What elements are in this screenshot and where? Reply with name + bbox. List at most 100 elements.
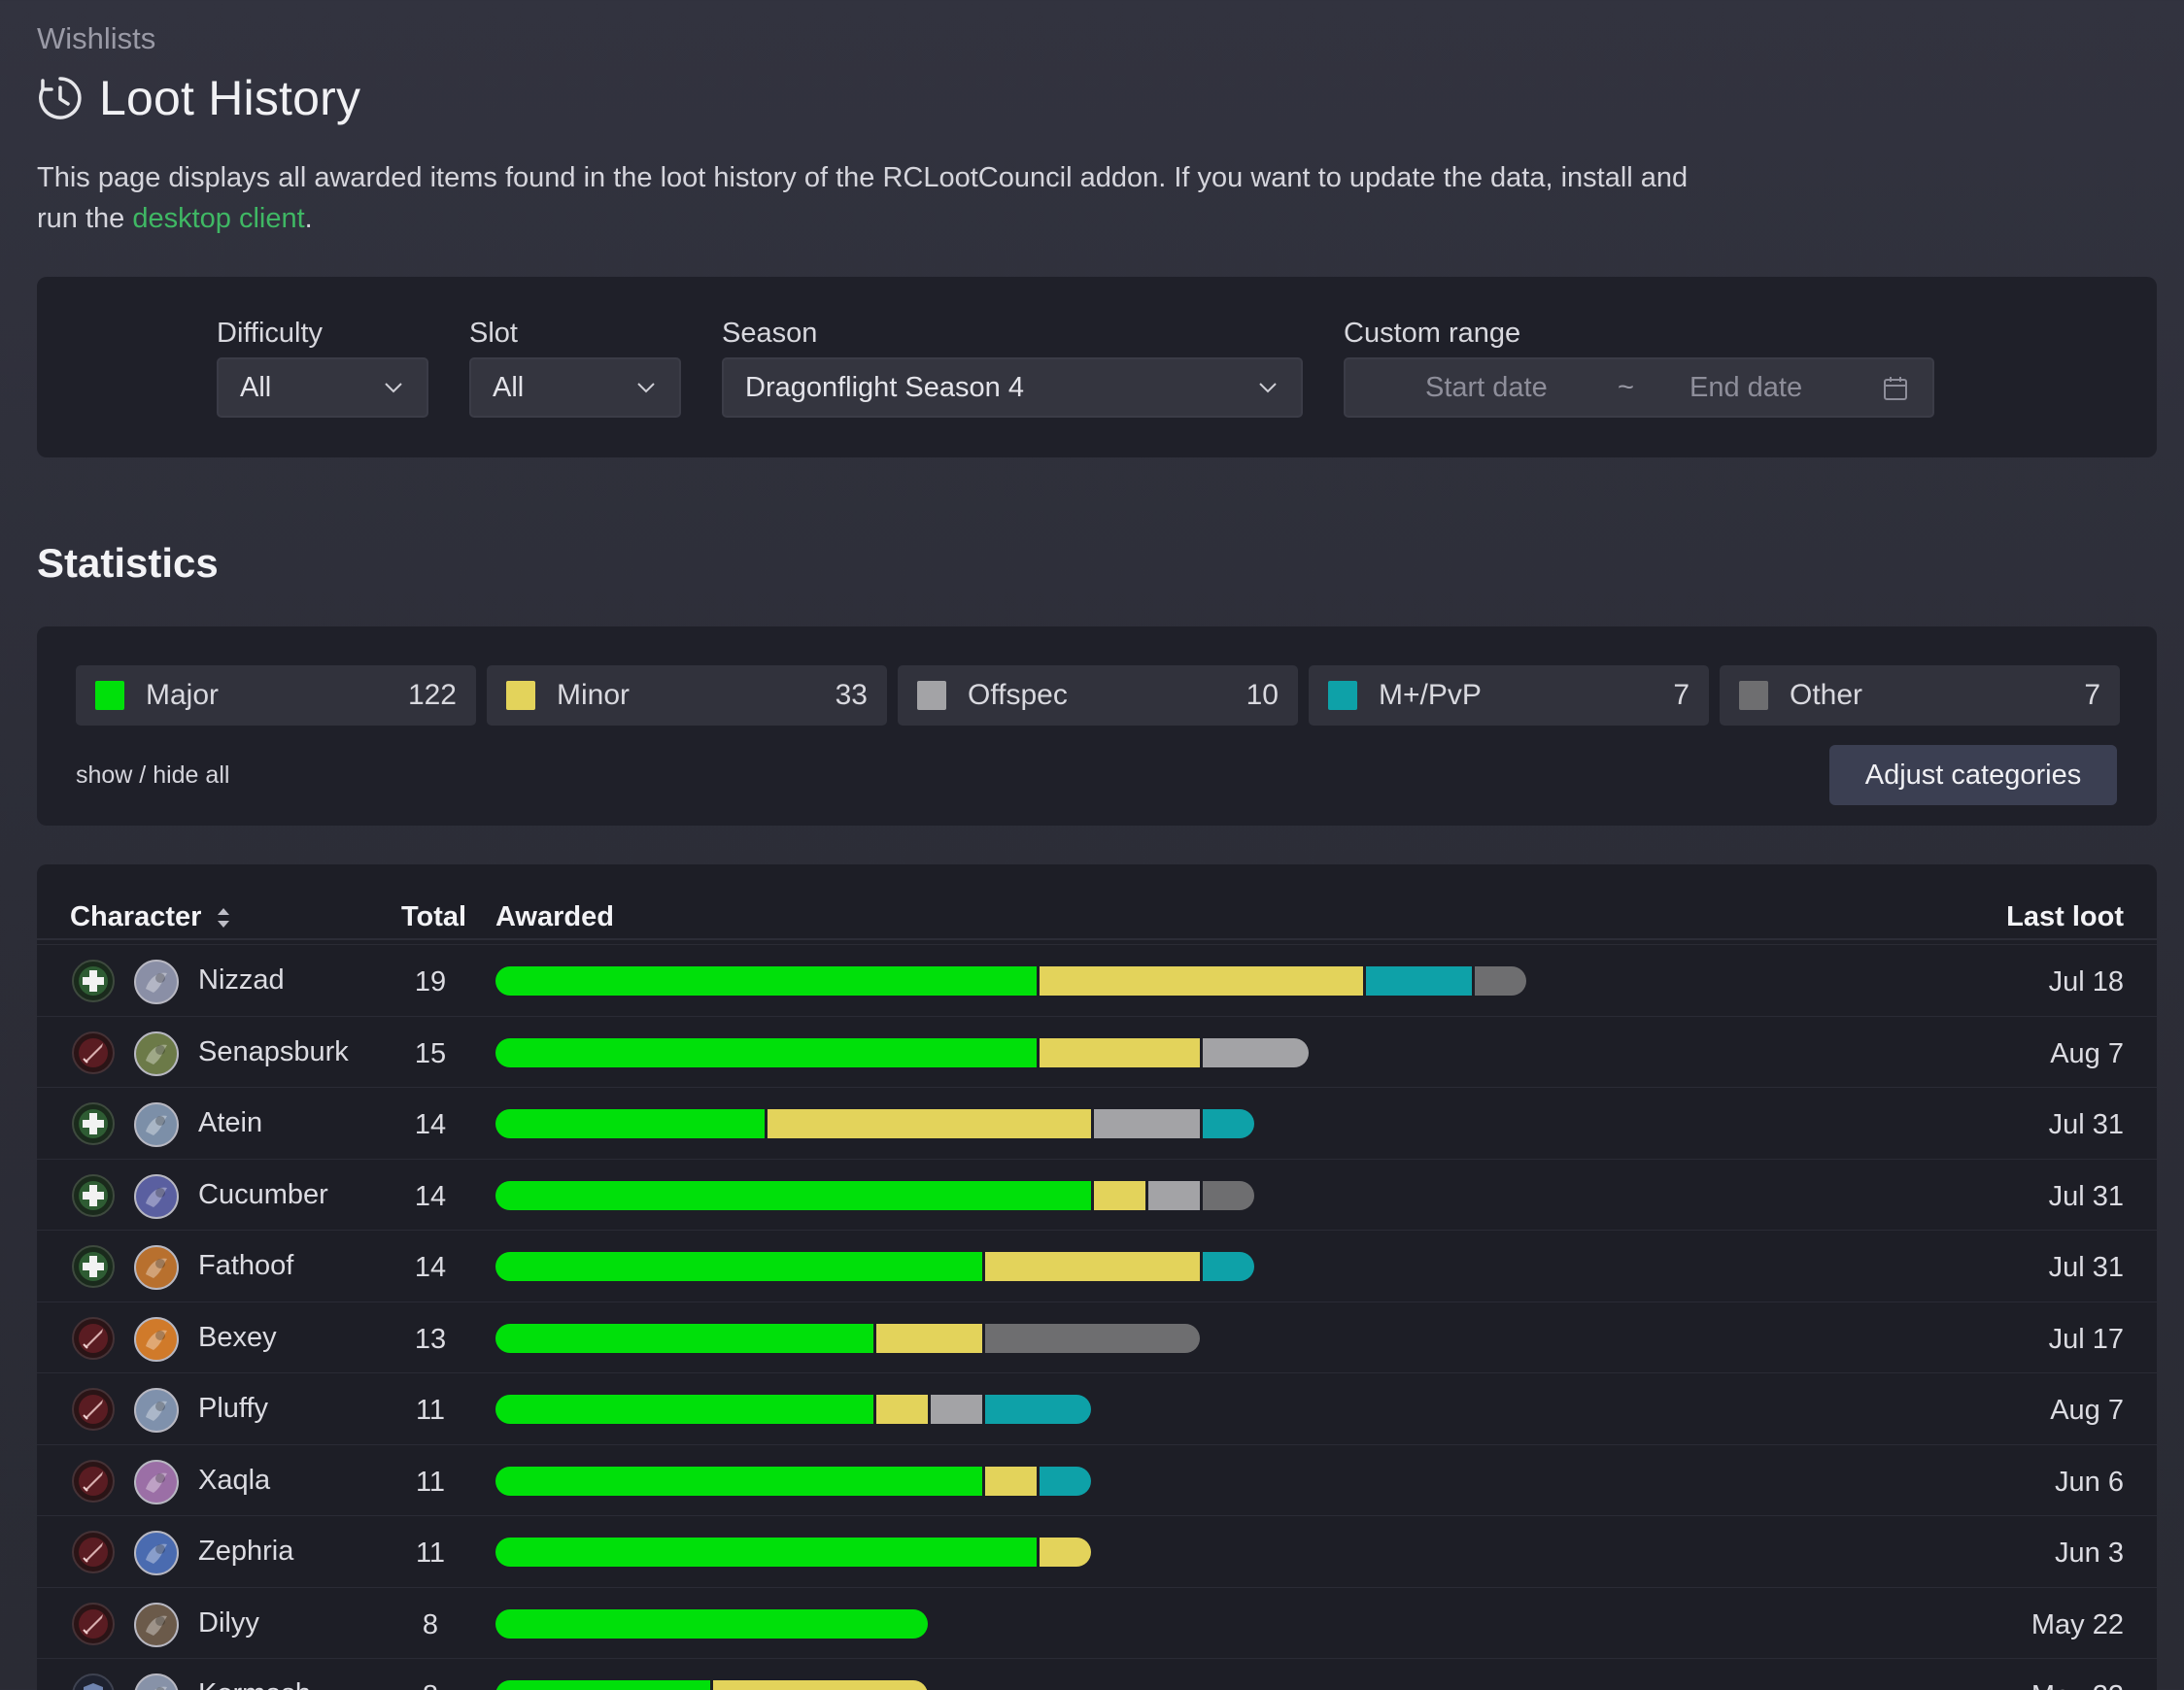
bar-segment-major[interactable] <box>495 1395 873 1424</box>
awarded-bar[interactable] <box>495 1323 1200 1353</box>
bar-segment-major[interactable] <box>495 1680 710 1690</box>
character-avatar-icon[interactable] <box>134 1031 179 1076</box>
table-row[interactable]: Fathoof 14 Jul 31 <box>37 1230 2157 1301</box>
bar-segment-mplus[interactable] <box>1203 1252 1254 1281</box>
table-row[interactable]: Kormash 8 May 22 <box>37 1658 2157 1690</box>
show-hide-all-link[interactable]: show / hide all <box>76 761 230 789</box>
bar-segment-minor[interactable] <box>1040 1538 1091 1567</box>
calendar-icon[interactable] <box>1882 375 1909 402</box>
sort-icon[interactable] <box>215 904 232 931</box>
table-row[interactable]: Nizzad 19 Jul 18 <box>37 944 2157 1015</box>
bar-segment-major[interactable] <box>495 1037 1037 1067</box>
table-row[interactable]: Pluffy 11 Aug 7 <box>37 1372 2157 1443</box>
history-clock-icon <box>39 77 82 119</box>
end-date-input[interactable]: End date <box>1689 371 1803 403</box>
awarded-bar[interactable] <box>495 1395 1091 1424</box>
bar-segment-other[interactable] <box>1475 966 1526 996</box>
character-name[interactable]: Fathoof <box>198 1250 294 1281</box>
bar-segment-major[interactable] <box>495 1180 1091 1210</box>
character-avatar-icon[interactable] <box>134 1459 179 1504</box>
bar-segment-major[interactable] <box>495 1323 873 1353</box>
character-avatar-icon[interactable] <box>134 1102 179 1147</box>
bar-segment-minor[interactable] <box>876 1395 928 1424</box>
awarded-bar[interactable] <box>495 1252 1254 1281</box>
bar-segment-minor[interactable] <box>1040 1037 1200 1067</box>
bar-segment-minor[interactable] <box>985 1466 1037 1496</box>
start-date-input[interactable]: Start date <box>1425 371 1548 403</box>
awarded-bar[interactable] <box>495 1037 1309 1067</box>
season-filter: Season Dragonflight Season 4 <box>722 318 1303 418</box>
header-divider <box>37 938 2157 940</box>
character-avatar-icon[interactable] <box>134 1531 179 1575</box>
character-avatar-icon[interactable] <box>134 1388 179 1433</box>
awarded-bar[interactable] <box>495 1180 1254 1210</box>
bar-segment-other[interactable] <box>985 1323 1200 1353</box>
last-loot-date: May 22 <box>2030 1608 2124 1640</box>
character-name[interactable]: Atein <box>198 1107 263 1138</box>
bar-segment-other[interactable] <box>1203 1180 1254 1210</box>
bar-segment-major[interactable] <box>495 1252 982 1281</box>
awarded-bar[interactable] <box>495 966 1526 996</box>
awarded-bar[interactable] <box>495 1608 928 1639</box>
category-other[interactable]: Other 7 <box>1720 665 2120 726</box>
bar-segment-major[interactable] <box>495 1466 982 1496</box>
character-name[interactable]: Dilyy <box>198 1606 259 1639</box>
bar-segment-offspec[interactable] <box>1148 1180 1200 1210</box>
table-row[interactable]: Xaqla 11 Jun 6 <box>37 1443 2157 1515</box>
category-mplus[interactable]: M+/PvP 7 <box>1309 665 1709 726</box>
desktop-client-link[interactable]: desktop client <box>132 203 305 234</box>
bar-segment-minor[interactable] <box>985 1252 1200 1281</box>
awarded-bar[interactable] <box>495 1680 928 1690</box>
character-avatar-icon[interactable] <box>134 1173 179 1219</box>
character-avatar-icon[interactable] <box>134 960 179 1004</box>
bar-segment-minor[interactable] <box>713 1680 928 1690</box>
awarded-bar[interactable] <box>495 1109 1254 1138</box>
bar-segment-minor[interactable] <box>876 1323 982 1353</box>
character-name[interactable]: Xaqla <box>198 1464 271 1496</box>
bar-segment-mplus[interactable] <box>1040 1466 1091 1496</box>
last-loot-column-header: Last loot <box>2006 901 2124 932</box>
bar-segment-mplus[interactable] <box>985 1395 1091 1424</box>
table-row[interactable]: Atein 14 Jul 31 <box>37 1087 2157 1158</box>
table-row[interactable]: Dilyy 8 May 22 <box>37 1586 2157 1658</box>
category-minor[interactable]: Minor 33 <box>487 665 887 726</box>
character-avatar-icon[interactable] <box>134 1245 179 1290</box>
adjust-categories-button[interactable]: Adjust categories <box>1829 745 2117 805</box>
bar-segment-major[interactable] <box>495 1109 765 1138</box>
category-offspec[interactable]: Offspec 10 <box>898 665 1298 726</box>
character-name[interactable]: Zephria <box>198 1536 294 1567</box>
table-row[interactable]: Cucumber 14 Jul 31 <box>37 1158 2157 1230</box>
character-column-header[interactable]: Character <box>70 901 232 933</box>
table-row[interactable]: Senapsburk 15 Aug 7 <box>37 1015 2157 1087</box>
character-name[interactable]: Nizzad <box>198 964 285 996</box>
awarded-bar[interactable] <box>495 1538 1091 1567</box>
difficulty-select[interactable]: All <box>217 357 428 418</box>
character-name[interactable]: Kormash <box>198 1678 311 1690</box>
bar-segment-minor[interactable] <box>1094 1180 1145 1210</box>
bar-segment-offspec[interactable] <box>1094 1109 1200 1138</box>
bar-segment-minor[interactable] <box>1040 966 1363 996</box>
breadcrumb[interactable]: Wishlists <box>37 21 156 55</box>
bar-segment-mplus[interactable] <box>1366 966 1472 996</box>
bar-segment-major[interactable] <box>495 1608 928 1639</box>
character-avatar-icon[interactable] <box>134 1316 179 1362</box>
bar-segment-mplus[interactable] <box>1203 1109 1254 1138</box>
awarded-bar[interactable] <box>495 1466 1091 1496</box>
bar-segment-minor[interactable] <box>768 1109 1091 1138</box>
bar-segment-offspec[interactable] <box>1203 1037 1309 1067</box>
table-row[interactable]: Zephria 11 Jun 3 <box>37 1515 2157 1586</box>
character-avatar-icon[interactable] <box>134 1673 179 1690</box>
season-select[interactable]: Dragonflight Season 4 <box>722 357 1303 418</box>
character-name[interactable]: Cucumber <box>198 1178 328 1210</box>
category-major[interactable]: Major 122 <box>76 665 476 726</box>
bar-segment-major[interactable] <box>495 966 1037 996</box>
bar-segment-major[interactable] <box>495 1538 1037 1567</box>
character-avatar-icon[interactable] <box>134 1602 179 1647</box>
slot-select[interactable]: All <box>469 357 681 418</box>
date-range-picker[interactable]: Start date ~ End date <box>1344 357 1934 418</box>
table-row[interactable]: Bexey 13 Jul 17 <box>37 1301 2157 1372</box>
character-name[interactable]: Bexey <box>198 1321 277 1353</box>
character-name[interactable]: Pluffy <box>198 1393 269 1424</box>
bar-segment-offspec[interactable] <box>931 1395 982 1424</box>
character-name[interactable]: Senapsburk <box>198 1035 349 1067</box>
